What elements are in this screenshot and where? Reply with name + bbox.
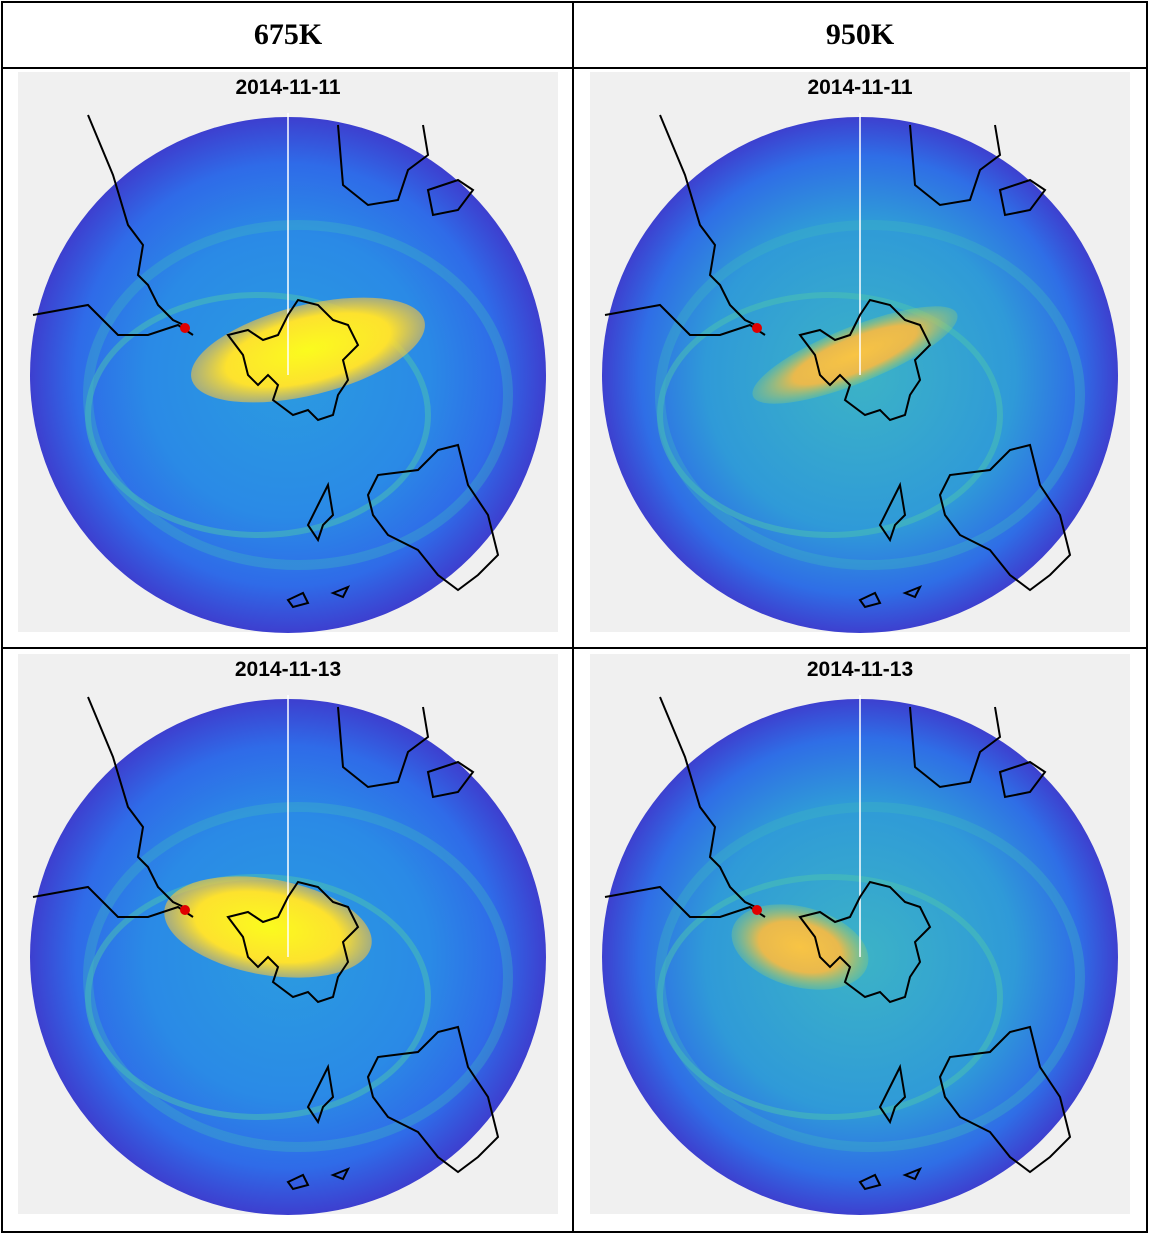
map-panel: 2014-11-11 [590, 72, 1130, 633]
coastline [659, 696, 761, 910]
coastline [798, 880, 932, 1004]
coastline [659, 114, 761, 328]
coastline [909, 124, 1002, 207]
coastline [226, 298, 360, 422]
coastline [858, 591, 882, 609]
tracer-swirl [85, 292, 431, 538]
tracer-swirl [655, 220, 1085, 570]
coastline [366, 1025, 500, 1174]
polar-map [602, 695, 1118, 1215]
coastline [306, 481, 335, 543]
coastline [858, 1173, 882, 1191]
tracer-plume [164, 876, 372, 978]
coastline [998, 760, 1047, 799]
coastline [87, 114, 189, 328]
tracer-swirl [655, 802, 1085, 1152]
station-marker [752, 905, 762, 915]
polar-map [30, 113, 546, 633]
panel-title: 2014-11-11 [807, 76, 912, 99]
station-marker [180, 323, 190, 333]
tracer-swirl [85, 874, 431, 1120]
coastline [998, 178, 1047, 217]
tracer-swirl [657, 874, 1003, 1120]
tracer-swirl [657, 292, 1003, 538]
coastline [902, 1167, 923, 1181]
coastline [909, 706, 1002, 789]
coastline [902, 585, 923, 599]
column-header: 950K [826, 18, 895, 51]
coastline [878, 1063, 907, 1125]
coastline [938, 1025, 1072, 1174]
panel-title: 2014-11-13 [807, 658, 913, 681]
coastline [366, 443, 500, 592]
polar-map [602, 113, 1118, 633]
coastline [878, 481, 907, 543]
panels: 2014-11-11 2014-11-11 2014-11-13 2014-11-13 [18, 72, 1130, 1215]
coastline [286, 1173, 310, 1191]
coastline [337, 706, 430, 789]
coastline [330, 1167, 351, 1181]
panel-title: 2014-11-13 [235, 658, 341, 681]
tracer-swirl [83, 220, 513, 570]
station-marker [752, 323, 762, 333]
panel-title: 2014-11-11 [235, 76, 340, 99]
coastline [798, 298, 932, 422]
tracer-plume [752, 306, 958, 404]
column-header: 675K [254, 18, 323, 51]
coastline [286, 591, 310, 609]
coastline [226, 880, 360, 1004]
tracer-swirl [83, 802, 513, 1152]
coastline [426, 760, 475, 799]
coastline [87, 696, 189, 910]
map-panel: 2014-11-13 [18, 654, 558, 1215]
polar-map [30, 695, 546, 1215]
map-panel: 2014-11-13 [590, 654, 1130, 1215]
station-marker [180, 905, 190, 915]
coastline [938, 443, 1072, 592]
coastline [306, 1063, 335, 1125]
coastline [337, 124, 430, 207]
coastline [330, 585, 351, 599]
map-panel: 2014-11-11 [18, 72, 558, 633]
coastline [426, 178, 475, 217]
tracer-plume [731, 904, 869, 990]
